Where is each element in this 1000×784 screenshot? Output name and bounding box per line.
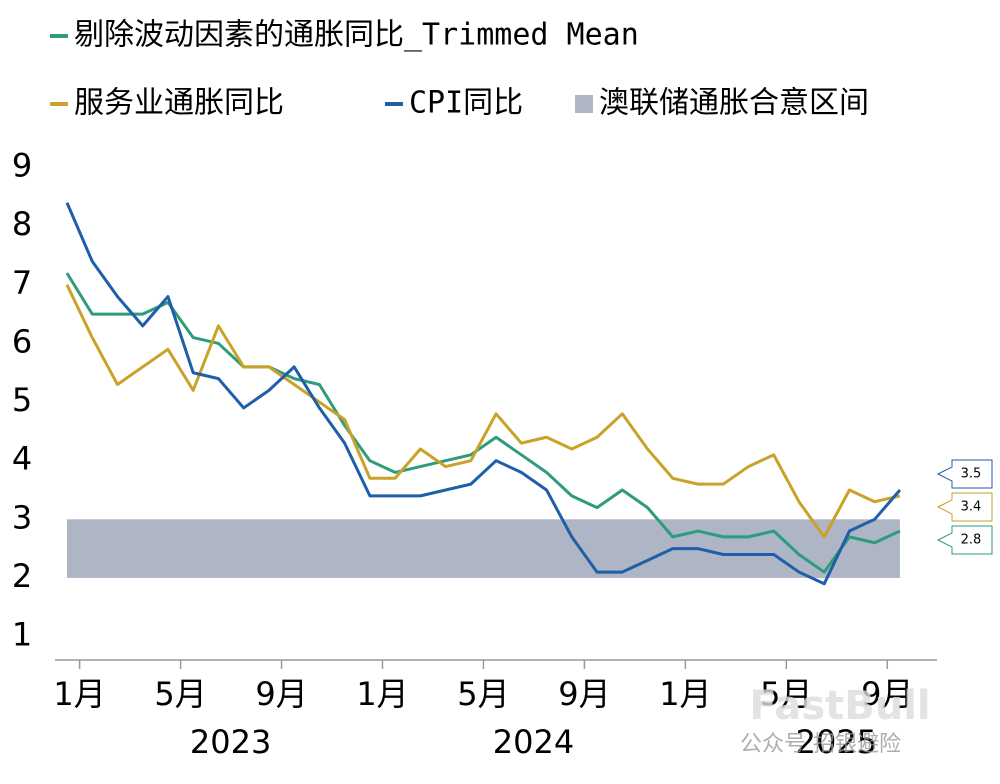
y-tick-label: 4 <box>12 440 32 478</box>
x-tick-label: 1月 <box>53 675 105 713</box>
legend-label: 剔除波动因素的通胀同比_Trimmed Mean <box>74 18 639 53</box>
target-band <box>67 519 900 578</box>
series-line <box>65 202 902 586</box>
y-tick-label: 8 <box>12 205 32 243</box>
year-label: 2025 <box>796 723 877 761</box>
x-tick-label: 1月 <box>659 675 711 713</box>
y-tick-label: 3 <box>12 498 32 536</box>
legend-label: 服务业通胀同比 <box>74 86 284 121</box>
series-line <box>65 272 901 574</box>
callout-box <box>936 525 993 555</box>
end-label: 3.5 <box>961 467 982 482</box>
y-tick-label: 5 <box>12 381 32 419</box>
x-tick-label: 5月 <box>457 675 509 713</box>
y-tick-label: 9 <box>12 147 32 185</box>
x-tick-label: 5月 <box>154 675 206 713</box>
x-tick-label: 9月 <box>255 675 307 713</box>
x-tick-label: 5月 <box>760 675 812 713</box>
x-tick-label: 1月 <box>356 675 408 713</box>
x-tick-label: 9月 <box>558 675 610 713</box>
watermark: 公众号 招银避险 <box>740 732 901 757</box>
end-label: 2.8 <box>961 533 982 548</box>
legend-label: CPI同比 <box>409 86 523 121</box>
watermark: FastBull <box>749 683 930 729</box>
callout-box <box>936 492 993 522</box>
end-label: 3.4 <box>961 500 982 515</box>
year-label: 2024 <box>493 723 574 761</box>
y-tick-label: 7 <box>12 264 32 302</box>
y-tick-label: 1 <box>12 616 32 654</box>
x-tick-label: 9月 <box>861 675 913 713</box>
callout-box <box>936 459 993 489</box>
year-label: 2023 <box>190 723 271 761</box>
y-tick-label: 2 <box>12 557 32 595</box>
y-tick-label: 6 <box>12 322 32 360</box>
legend-label: 澳联储通胀合意区间 <box>599 86 869 121</box>
legend-swatch <box>575 95 593 113</box>
series-line <box>65 284 901 539</box>
